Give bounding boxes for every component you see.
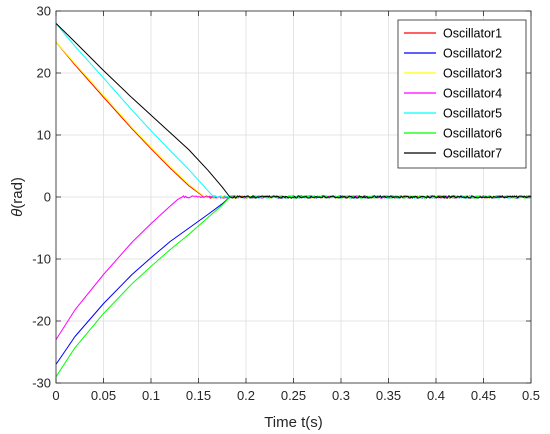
legend-label: Oscillator3 bbox=[443, 67, 502, 81]
x-tick-label: 0.05 bbox=[91, 388, 116, 403]
legend-label: Oscillator6 bbox=[443, 127, 502, 141]
x-tick-label: 0.35 bbox=[376, 388, 401, 403]
legend-label: Oscillator4 bbox=[443, 87, 502, 101]
legend-label: Oscillator1 bbox=[443, 27, 502, 41]
y-tick-label: -20 bbox=[32, 314, 51, 329]
y-axis-label-symbol: θ bbox=[9, 209, 26, 217]
x-axis-label: Time t(s) bbox=[264, 414, 323, 431]
legend-label: Oscillator5 bbox=[443, 107, 502, 121]
x-tick-label: 0.15 bbox=[186, 388, 211, 403]
x-tick-label: 0.2 bbox=[237, 388, 255, 403]
x-tick-label: 0.1 bbox=[142, 388, 160, 403]
x-tick-label: 0.25 bbox=[281, 388, 306, 403]
axis-ticks: 0 0.05 0.1 0.15 0.2 0.25 0.3 0.35 0.4 0.45 0.5 -30 -… bbox=[32, 4, 540, 404]
y-tick-label: 30 bbox=[37, 4, 51, 19]
x-tick-label: 0.45 bbox=[471, 388, 496, 403]
y-tick-label: 0 bbox=[44, 190, 51, 205]
x-tick-label: 0 bbox=[52, 388, 59, 403]
y-tick-label: 10 bbox=[37, 128, 51, 143]
legend: Oscillator1 Oscillator2 Oscillator3 Oscilla… bbox=[397, 19, 527, 169]
x-tick-label: 0.5 bbox=[522, 388, 540, 403]
series-lines bbox=[55, 23, 532, 378]
legend-box bbox=[397, 19, 527, 169]
y-axis-label: θ(rad) bbox=[9, 177, 26, 217]
x-tick-label: 0.4 bbox=[427, 388, 445, 403]
y-tick-label: -10 bbox=[32, 252, 51, 267]
series-line-oscillator7 bbox=[55, 23, 532, 199]
legend-label: Oscillator7 bbox=[443, 147, 502, 161]
y-tick-label: -30 bbox=[32, 376, 51, 391]
y-tick-label: 20 bbox=[37, 66, 51, 81]
legend-label: Oscillator2 bbox=[443, 47, 502, 61]
y-axis-label-unit: (rad) bbox=[9, 177, 26, 209]
x-tick-label: 0.3 bbox=[332, 388, 350, 403]
